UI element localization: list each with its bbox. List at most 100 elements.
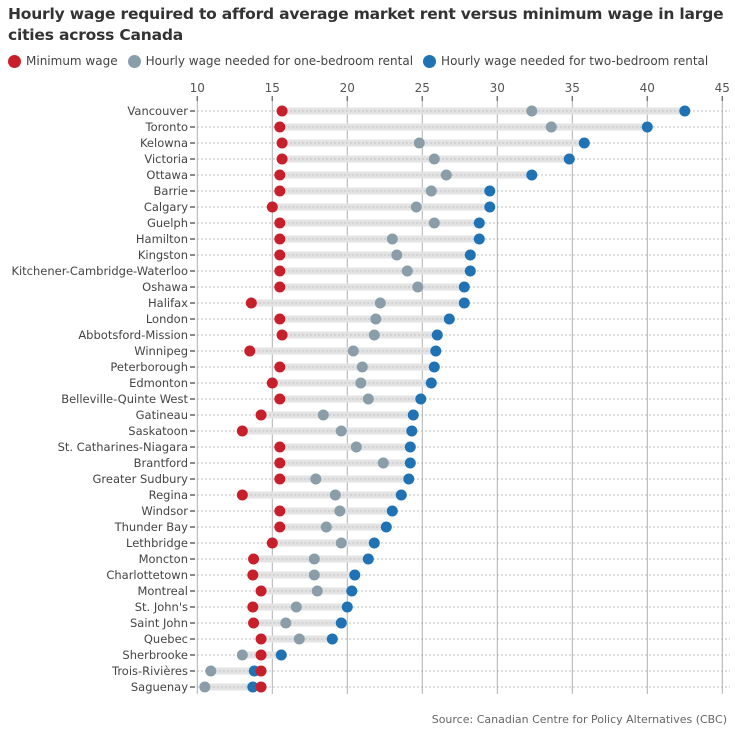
dot-two-bedroom	[425, 377, 437, 389]
dot-two-bedroom	[473, 233, 485, 245]
dot-one-bedroom	[362, 393, 374, 405]
category-label: Charlottetown	[106, 568, 188, 582]
dot-one-bedroom	[526, 105, 538, 117]
category-label: Calgary	[144, 200, 188, 214]
category-label: Kelowna	[140, 136, 188, 150]
dot-two-bedroom	[346, 585, 358, 597]
dot-minimum-wage	[255, 585, 267, 597]
dot-one-bedroom	[199, 681, 211, 693]
dot-one-bedroom	[374, 297, 386, 309]
legend-marker-two-bedroom	[423, 54, 437, 68]
row: Gatineau	[136, 408, 730, 422]
dot-one-bedroom	[236, 649, 248, 661]
dot-one-bedroom	[205, 665, 217, 677]
category-label: Windsor	[141, 504, 188, 518]
dot-one-bedroom	[335, 425, 347, 437]
dot-minimum-wage	[266, 537, 278, 549]
dot-two-bedroom	[526, 169, 538, 181]
row: Saguenay	[131, 680, 730, 694]
dot-one-bedroom	[310, 473, 322, 485]
dot-minimum-wage	[244, 345, 256, 357]
dot-two-bedroom	[406, 425, 418, 437]
category-label: Hamilton	[136, 232, 188, 246]
category-label: Saint John	[130, 616, 188, 630]
category-label: Thunder Bay	[114, 520, 189, 534]
dot-minimum-wage	[248, 617, 260, 629]
row: London	[146, 312, 730, 326]
dot-minimum-wage	[274, 473, 286, 485]
row: Trois-Rivières	[111, 664, 730, 678]
dot-minimum-wage	[276, 329, 288, 341]
row: Greater Sudbury	[93, 472, 730, 486]
dot-minimum-wage	[255, 409, 267, 421]
range-bar	[242, 491, 402, 499]
category-label: Lethbridge	[126, 536, 188, 550]
dot-two-bedroom	[275, 649, 287, 661]
dot-two-bedroom	[484, 185, 496, 197]
category-label: Oshawa	[142, 280, 188, 294]
category-label: Moncton	[139, 552, 188, 566]
dot-two-bedroom	[464, 265, 476, 277]
category-label: Saguenay	[131, 680, 188, 694]
range-bar	[282, 139, 585, 147]
category-label: Gatineau	[136, 408, 188, 422]
dot-one-bedroom	[308, 553, 320, 565]
row: Lethbridge	[126, 536, 730, 550]
dot-two-bedroom	[362, 553, 374, 565]
dot-minimum-wage	[236, 489, 248, 501]
category-label: Winnipeg	[134, 344, 188, 358]
category-label: Guelph	[147, 216, 188, 230]
legend-item-one-bedroom: Hourly wage needed for one-bedroom renta…	[127, 54, 413, 68]
dot-one-bedroom	[350, 441, 362, 453]
dot-one-bedroom	[370, 313, 382, 325]
range-bar	[251, 299, 465, 307]
row: Thunder Bay	[114, 520, 730, 534]
dot-two-bedroom	[473, 217, 485, 229]
dot-minimum-wage	[255, 665, 267, 677]
row: Edmonton	[129, 376, 730, 390]
row: Sherbrooke	[122, 648, 730, 662]
category-label: Kingston	[138, 248, 188, 262]
row: Barrie	[154, 184, 730, 198]
dot-two-bedroom	[428, 361, 440, 373]
dot-one-bedroom	[391, 249, 403, 261]
dot-two-bedroom	[386, 505, 398, 517]
x-tick-label: 15	[265, 81, 280, 95]
dot-minimum-wage	[274, 249, 286, 261]
category-label: Trois-Rivières	[111, 664, 188, 678]
category-label: Belleville-Quinte West	[61, 392, 188, 406]
dot-two-bedroom	[404, 457, 416, 469]
dot-two-bedroom	[563, 153, 575, 165]
dot-minimum-wage	[274, 457, 286, 469]
dot-minimum-wage	[266, 377, 278, 389]
category-label: Vancouver	[127, 104, 188, 118]
dot-minimum-wage	[276, 137, 288, 149]
row: Saskatoon	[128, 424, 730, 438]
dot-minimum-wage	[276, 105, 288, 117]
dot-minimum-wage	[266, 201, 278, 213]
dot-two-bedroom	[464, 249, 476, 261]
row: Kitchener-Cambridge-Waterloo	[11, 264, 730, 278]
dot-one-bedroom	[317, 409, 329, 421]
row: Moncton	[139, 552, 730, 566]
row: Abbotsford-Mission	[78, 328, 730, 342]
chart-title: Hourly wage required to afford average m…	[8, 5, 724, 44]
dot-minimum-wage	[274, 393, 286, 405]
dot-minimum-wage	[274, 169, 286, 181]
dot-one-bedroom	[428, 217, 440, 229]
source-note: Source: Canadian Centre for Policy Alter…	[431, 713, 727, 726]
dot-one-bedroom	[335, 537, 347, 549]
dot-two-bedroom	[415, 393, 427, 405]
dot-minimum-wage	[274, 233, 286, 245]
dot-minimum-wage	[274, 313, 286, 325]
x-tick-label: 45	[715, 81, 730, 95]
dot-one-bedroom	[311, 585, 323, 597]
category-label: St. Catharines-Niagara	[58, 440, 188, 454]
dot-two-bedroom	[578, 137, 590, 149]
dot-one-bedroom	[386, 233, 398, 245]
rows: Vancouver Toronto Kelowna Victoria Ottawa Bar…	[11, 104, 730, 694]
row: Hamilton	[136, 232, 730, 246]
dot-one-bedroom	[320, 521, 332, 533]
row: Quebec	[144, 632, 730, 646]
row: Saint John	[130, 616, 730, 630]
